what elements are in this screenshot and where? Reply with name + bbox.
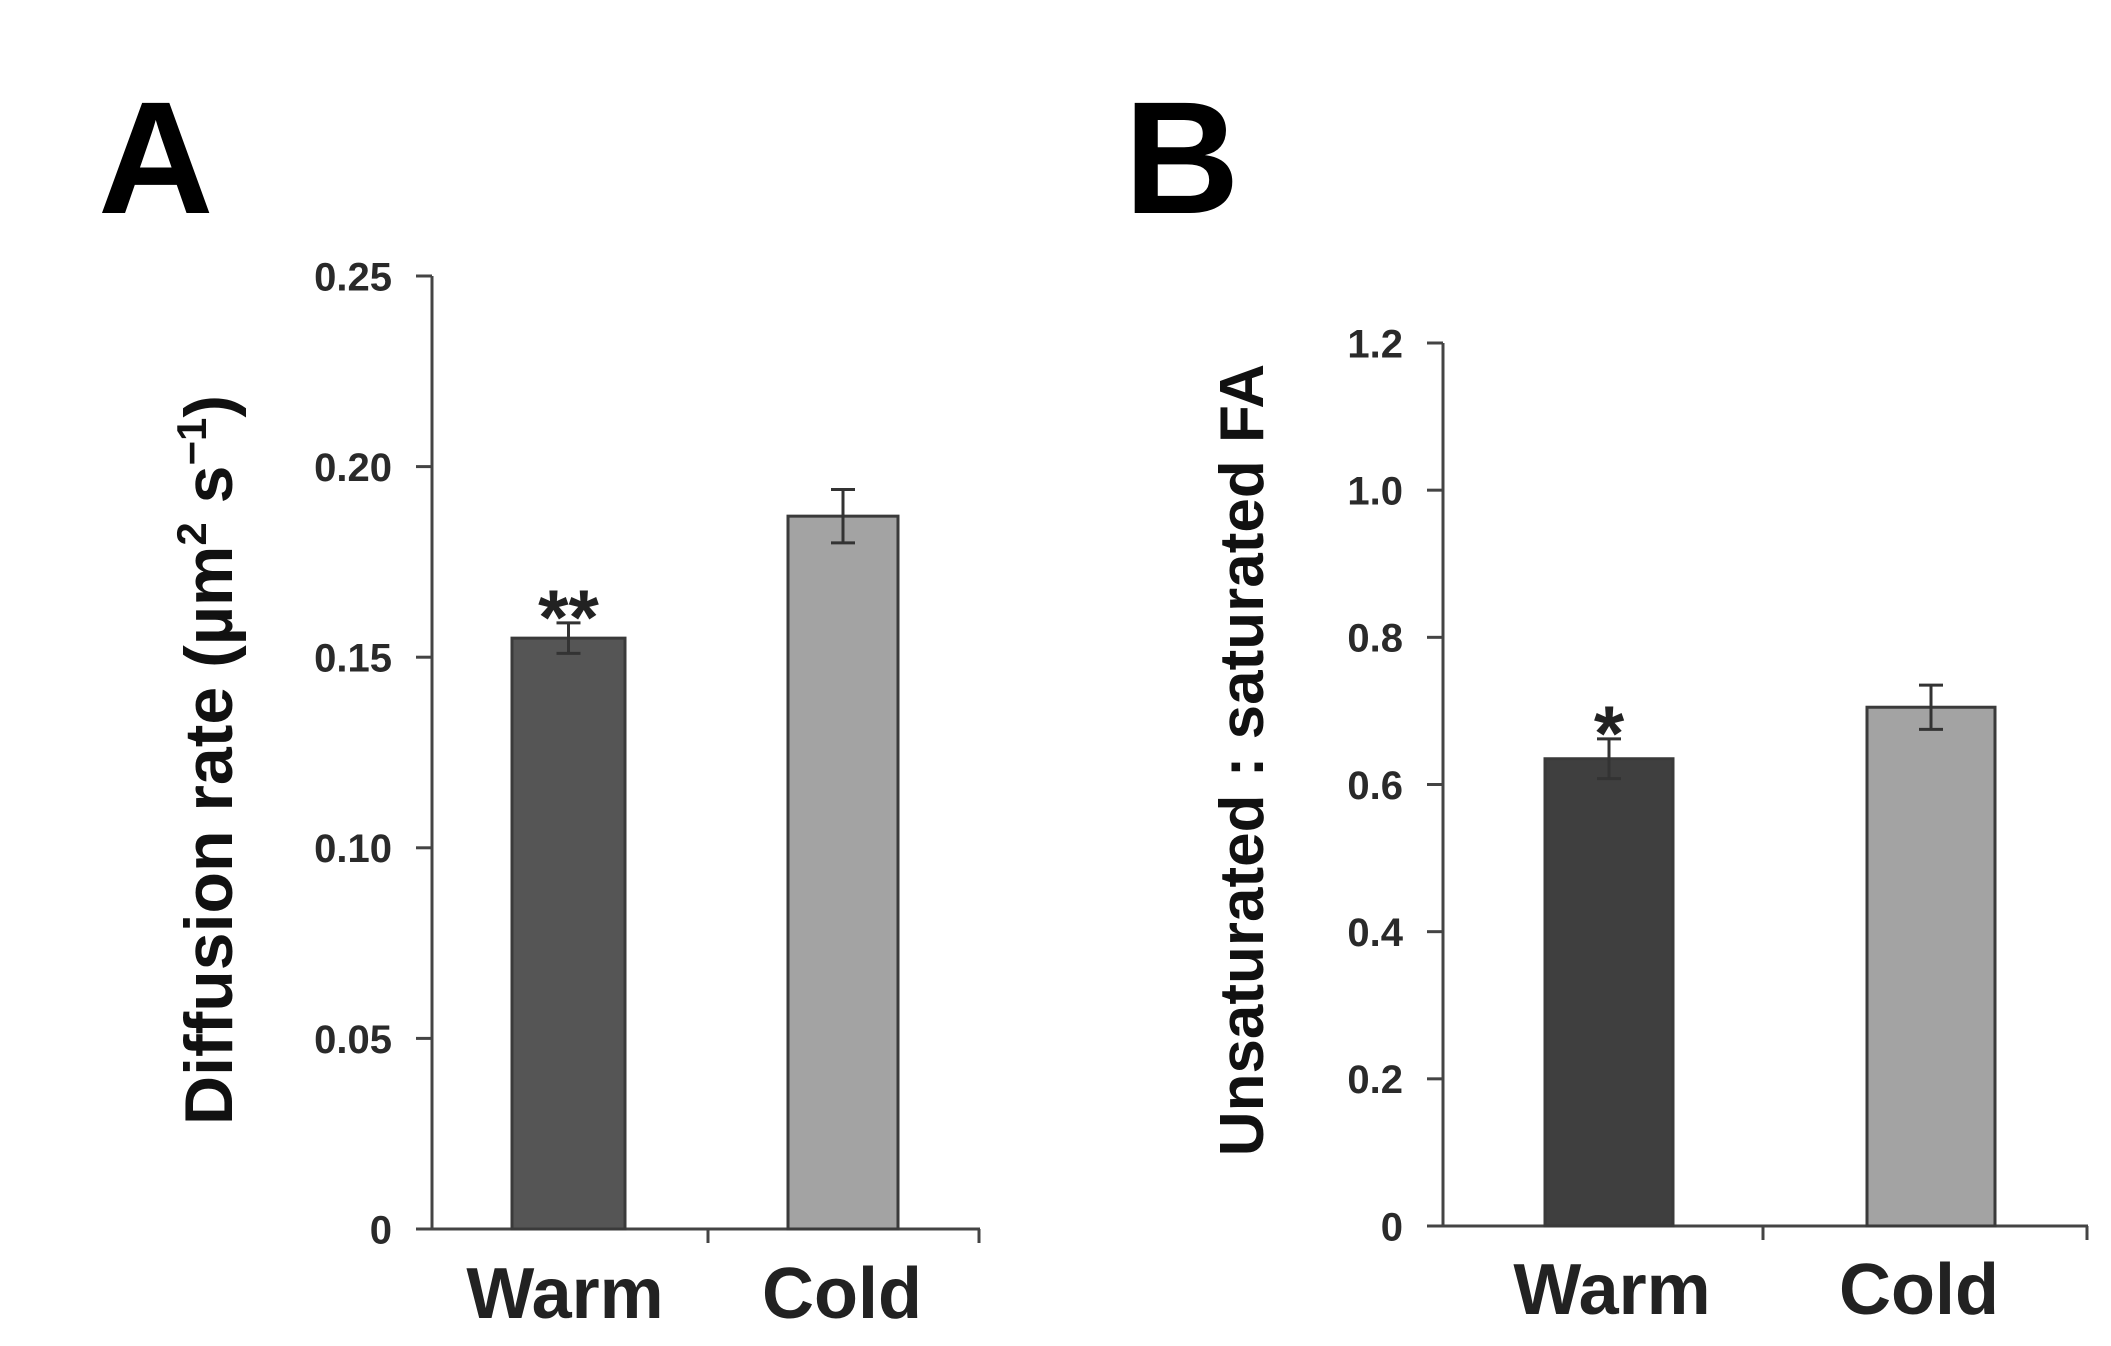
significance-marker: * (1594, 689, 1625, 777)
y-tick-label: 0.6 (1347, 764, 1403, 808)
panel-a: A 0 0.05 0.10 0.15 0.20 0.25 ** Warm Cold Diffusio… (98, 68, 981, 1334)
y-tick-label: 0.4 (1347, 911, 1403, 955)
x-category-label: Warm (1513, 1250, 1710, 1330)
x-category-label: Cold (762, 1254, 922, 1334)
y-tick-label: 0.2 (1347, 1058, 1403, 1102)
y-axis-title: Diffusion rate (µm2 s−1) (168, 395, 247, 1125)
panel-letter: A (98, 68, 214, 247)
panel-letter: B (1124, 68, 1240, 247)
x-category-label: Warm (466, 1254, 663, 1334)
bar-warm (510, 636, 627, 1231)
y-tick-label: 1.0 (1347, 470, 1403, 514)
y-axis-title-mid: s (171, 466, 247, 523)
y-axis-title: Unsaturated : saturated FA (1208, 364, 1277, 1156)
y-tick-label: 0.05 (314, 1018, 392, 1062)
y-axis-title-sup: 2 (168, 522, 215, 545)
bar-cold (1865, 705, 1997, 1228)
y-tick-label: 0.15 (314, 637, 392, 681)
y-axis-title-end: ) (171, 395, 247, 418)
y-tick-label: 0.25 (314, 255, 392, 299)
y-axis-title-main: Diffusion rate (µm (171, 546, 247, 1125)
y-axis-title-sup: −1 (168, 418, 215, 466)
panel-b: B 0 0.2 0.4 0.6 0.8 1.0 1.2 * Warm Cold Unsaturated… (1124, 68, 2089, 1330)
y-tick-label: 0.8 (1347, 617, 1403, 661)
x-category-label: Cold (1839, 1250, 1999, 1330)
y-tick-label: 0.10 (314, 827, 392, 871)
significance-marker: ** (538, 573, 599, 661)
y-tick-label: 0.20 (314, 446, 392, 490)
y-tick-label: 0 (1381, 1205, 1403, 1249)
bar-cold (786, 514, 900, 1231)
y-tick-label: 1.2 (1347, 322, 1403, 366)
y-tick-label: 0 (370, 1208, 392, 1252)
bar-warm (1543, 757, 1675, 1228)
